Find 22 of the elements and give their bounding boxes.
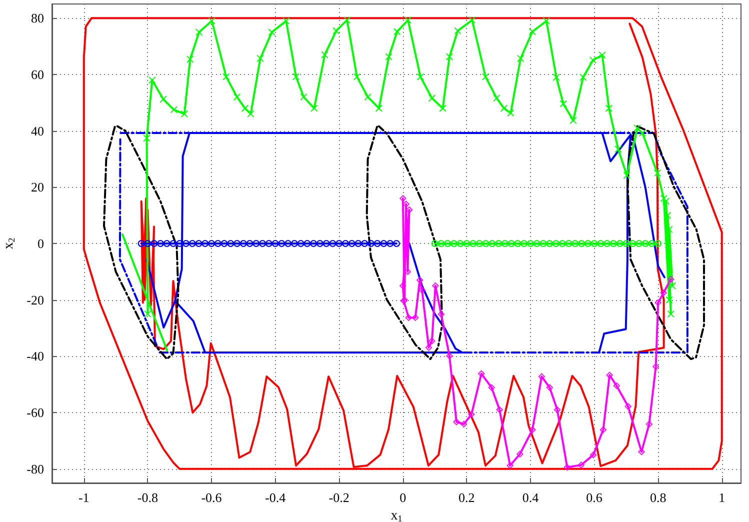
y-tick-label: -40 bbox=[26, 348, 44, 364]
x-tick-label: -0.8 bbox=[137, 490, 158, 505]
x-tick-label: 0.8 bbox=[650, 490, 666, 505]
y-tick-label: 20 bbox=[31, 180, 44, 195]
x-tick-label: 0.6 bbox=[586, 490, 603, 505]
y-tick-label: 80 bbox=[31, 10, 44, 26]
x-tick-label: -0.4 bbox=[264, 490, 286, 505]
y-tick-label: 40 bbox=[31, 123, 44, 138]
y-tick-label: -60 bbox=[26, 405, 44, 420]
x-tick-label: 0.2 bbox=[458, 490, 475, 505]
x-tick-label: -0.2 bbox=[328, 490, 350, 505]
x-tick-label: 1 bbox=[718, 490, 726, 505]
y-axis-title: x2 bbox=[1, 238, 16, 250]
y-tick-label: -20 bbox=[26, 292, 44, 308]
y-tick-label: -80 bbox=[26, 461, 44, 476]
x-tick-label: 0.4 bbox=[522, 490, 540, 505]
x-axis-title: x1 bbox=[390, 508, 402, 522]
x-tick-label: -1 bbox=[78, 490, 90, 505]
x-tick-label: -0.6 bbox=[201, 490, 222, 505]
y-tick-label: 0 bbox=[38, 236, 44, 251]
y-tick-label: 60 bbox=[31, 66, 44, 82]
x-tick-label: 0 bbox=[400, 490, 406, 505]
